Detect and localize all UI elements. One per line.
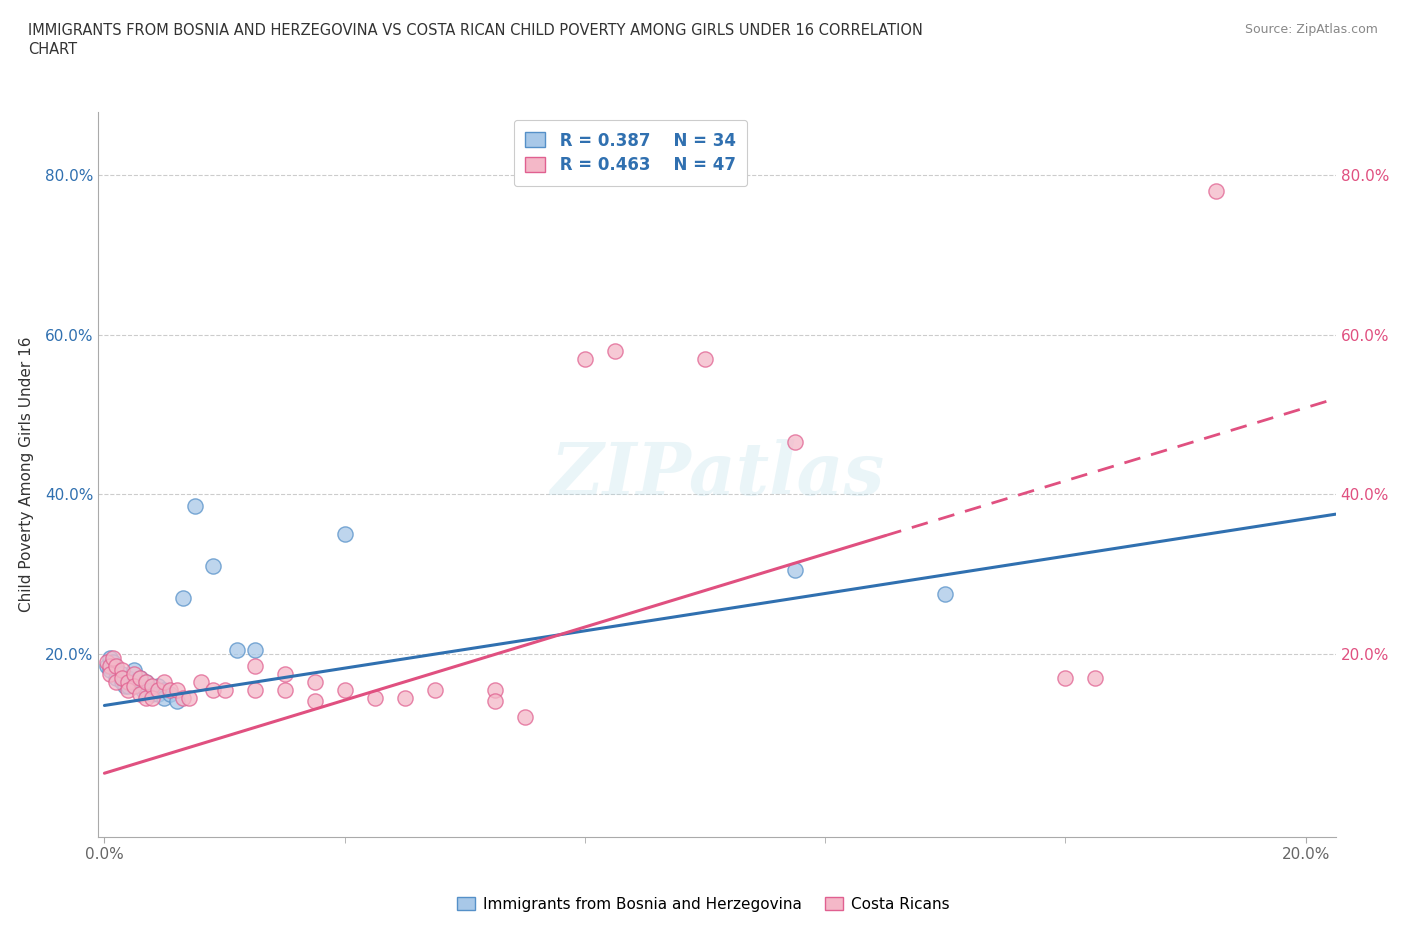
Point xyxy=(148,682,170,697)
Point xyxy=(111,666,134,681)
Legend:  R = 0.387    N = 34,  R = 0.463    N = 47: R = 0.387 N = 34, R = 0.463 N = 47 xyxy=(513,120,747,186)
Point xyxy=(117,678,139,693)
Point xyxy=(166,682,188,697)
Point xyxy=(153,682,176,697)
Point xyxy=(484,694,506,709)
Point xyxy=(183,498,205,513)
Point xyxy=(273,682,295,697)
Point xyxy=(304,694,326,709)
Text: ZIPatlas: ZIPatlas xyxy=(550,439,884,510)
Point xyxy=(124,662,146,677)
Point xyxy=(1084,671,1107,685)
Point xyxy=(96,654,118,669)
Point xyxy=(153,690,176,705)
Point xyxy=(96,658,118,673)
Point xyxy=(103,650,125,665)
Point xyxy=(105,662,128,677)
Point xyxy=(111,662,134,677)
Point xyxy=(333,682,356,697)
Point xyxy=(333,526,356,541)
Text: IMMIGRANTS FROM BOSNIA AND HERZEGOVINA VS COSTA RICAN CHILD POVERTY AMONG GIRLS : IMMIGRANTS FROM BOSNIA AND HERZEGOVINA V… xyxy=(28,23,922,38)
Point xyxy=(172,690,194,705)
Point xyxy=(141,678,163,693)
Point xyxy=(304,674,326,689)
Point xyxy=(135,682,157,697)
Point xyxy=(214,682,236,697)
Point xyxy=(124,678,146,693)
Point xyxy=(1054,671,1077,685)
Point xyxy=(394,690,416,705)
Point xyxy=(513,710,536,724)
Point xyxy=(129,671,152,685)
Point xyxy=(201,559,224,574)
Y-axis label: Child Poverty Among Girls Under 16: Child Poverty Among Girls Under 16 xyxy=(18,337,34,612)
Point xyxy=(190,674,212,689)
Point xyxy=(129,671,152,685)
Point xyxy=(148,686,170,701)
Point xyxy=(135,674,157,689)
Point xyxy=(141,690,163,705)
Point xyxy=(105,674,128,689)
Point xyxy=(105,658,128,673)
Point xyxy=(114,678,136,693)
Point xyxy=(934,587,956,602)
Point xyxy=(159,686,181,701)
Point xyxy=(124,674,146,689)
Point xyxy=(105,671,128,685)
Point xyxy=(135,690,157,705)
Point xyxy=(129,686,152,701)
Point xyxy=(117,674,139,689)
Point xyxy=(172,591,194,605)
Point xyxy=(484,682,506,697)
Point xyxy=(132,682,155,697)
Point xyxy=(273,666,295,681)
Point xyxy=(423,682,446,697)
Point xyxy=(201,682,224,697)
Point xyxy=(111,674,134,689)
Point xyxy=(117,671,139,685)
Point xyxy=(103,654,125,669)
Point xyxy=(574,352,596,366)
Point xyxy=(785,563,807,578)
Point xyxy=(177,690,200,705)
Text: CHART: CHART xyxy=(28,42,77,57)
Point xyxy=(785,435,807,450)
Point xyxy=(243,658,266,673)
Point xyxy=(100,658,122,673)
Point xyxy=(129,678,152,693)
Point xyxy=(141,682,163,697)
Point xyxy=(148,678,170,693)
Point xyxy=(124,666,146,681)
Legend: Immigrants from Bosnia and Herzegovina, Costa Ricans: Immigrants from Bosnia and Herzegovina, … xyxy=(451,891,955,918)
Point xyxy=(117,682,139,697)
Point xyxy=(153,674,176,689)
Point xyxy=(225,643,247,658)
Point xyxy=(141,686,163,701)
Point xyxy=(111,671,134,685)
Point xyxy=(603,343,626,358)
Point xyxy=(100,662,122,677)
Point xyxy=(243,682,266,697)
Point xyxy=(100,650,122,665)
Point xyxy=(166,694,188,709)
Point xyxy=(1205,184,1227,199)
Point xyxy=(693,352,716,366)
Point xyxy=(135,674,157,689)
Text: Source: ZipAtlas.com: Source: ZipAtlas.com xyxy=(1244,23,1378,36)
Point xyxy=(243,643,266,658)
Point xyxy=(100,666,122,681)
Point xyxy=(364,690,387,705)
Point xyxy=(159,682,181,697)
